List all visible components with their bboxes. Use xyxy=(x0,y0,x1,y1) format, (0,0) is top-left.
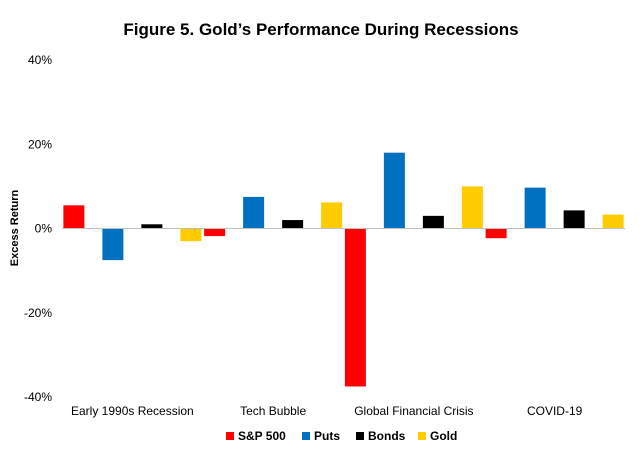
bar-s-p-500-1 xyxy=(63,205,85,229)
x-category-label: COVID-19 xyxy=(527,404,583,418)
x-category-label: Early 1990s Recession xyxy=(71,404,194,418)
bars xyxy=(63,152,624,387)
bar-gold-4 xyxy=(602,214,624,229)
bar-bonds-3 xyxy=(422,215,444,229)
y-tick-label: -20% xyxy=(24,306,52,320)
bar-puts-3 xyxy=(383,152,405,229)
bar-puts-4 xyxy=(524,187,546,229)
bar-bonds-1 xyxy=(141,224,163,229)
legend-swatch xyxy=(356,432,364,440)
legend-swatch xyxy=(226,432,234,440)
x-axis-categories: Early 1990s Recession Tech Bubble Global F… xyxy=(71,404,583,418)
legend-label: Puts xyxy=(314,429,340,443)
legend-label: Bonds xyxy=(368,429,406,443)
legend-label: Gold xyxy=(430,429,457,443)
y-axis-title: Excess Return xyxy=(9,190,21,267)
legend-swatch xyxy=(418,432,426,440)
legend: S&P 500 Puts Bonds Gold xyxy=(226,429,457,443)
x-category-label: Tech Bubble xyxy=(240,404,306,418)
y-axis-ticks: 40% 20% 0% -20% -40% xyxy=(24,53,52,404)
bar-gold-3 xyxy=(461,186,483,229)
bar-s-p-500-4 xyxy=(485,228,507,239)
bar-bonds-2 xyxy=(282,220,304,229)
bar-gold-1 xyxy=(180,228,202,242)
x-category-label: Global Financial Crisis xyxy=(354,404,473,418)
bar-s-p-500-2 xyxy=(204,228,226,237)
y-tick-label: 40% xyxy=(28,53,52,67)
y-tick-label: -40% xyxy=(24,390,52,404)
bar-gold-2 xyxy=(321,202,343,229)
legend-label: S&P 500 xyxy=(238,429,286,443)
y-tick-label: 20% xyxy=(28,137,52,151)
bar-s-p-500-3 xyxy=(344,228,366,387)
bar-bonds-4 xyxy=(563,210,585,229)
legend-swatch xyxy=(302,432,310,440)
bar-puts-1 xyxy=(102,228,124,261)
y-tick-label: 0% xyxy=(35,222,53,236)
bar-puts-2 xyxy=(243,196,265,229)
chart-title: Figure 5. Gold’s Performance During Rece… xyxy=(123,20,518,39)
